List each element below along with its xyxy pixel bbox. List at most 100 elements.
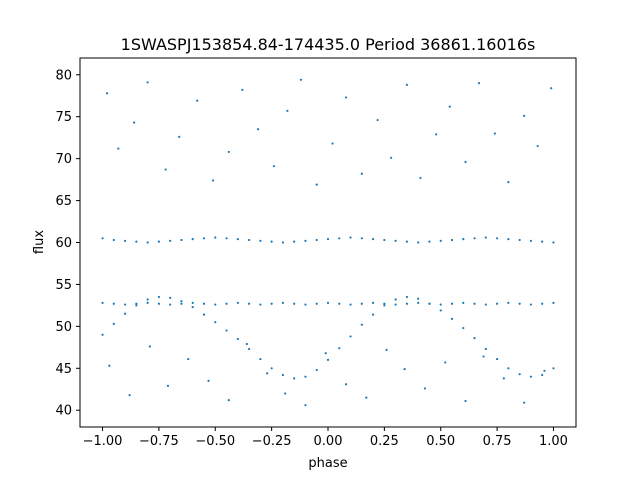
data-point [360, 172, 363, 175]
data-point [338, 237, 341, 240]
x-tick-label: 1.00 [539, 434, 568, 449]
data-point [166, 384, 170, 388]
data-point [286, 109, 289, 112]
data-point [293, 302, 296, 305]
x-tick-label: −0.25 [252, 434, 292, 449]
data-point [227, 399, 230, 402]
data-point [473, 302, 476, 305]
data-point [214, 321, 217, 324]
x-axis-ticks: −1.00 −0.75 −0.50 −0.25 0.00 0.25 0.50 0.75 1.00 [83, 427, 568, 449]
data-point [101, 333, 104, 336]
x-tick-label: 0.00 [314, 434, 343, 449]
data-point [112, 302, 115, 305]
data-point [146, 298, 149, 301]
data-point [550, 87, 553, 90]
data-point [541, 302, 544, 305]
data-point [385, 348, 388, 351]
data-point [236, 301, 239, 304]
data-point [257, 128, 260, 131]
data-point [304, 303, 307, 306]
data-point [507, 181, 510, 184]
x-tick-label: 0.50 [426, 434, 455, 449]
data-point [241, 88, 244, 91]
data-point [259, 303, 262, 306]
data-point [281, 241, 285, 244]
data-point [439, 303, 442, 306]
data-point [462, 238, 465, 241]
data-point [225, 302, 228, 305]
data-point [123, 303, 127, 306]
data-point [326, 301, 330, 304]
plot-area-frame [79, 57, 577, 428]
data-point [324, 352, 327, 355]
data-point [473, 237, 476, 240]
data-point [236, 238, 239, 241]
data-point [146, 301, 149, 304]
data-point [326, 358, 330, 362]
data-point [464, 399, 467, 403]
data-point [349, 335, 352, 338]
data-point [123, 312, 127, 315]
data-point [360, 323, 363, 326]
data-point [135, 302, 138, 305]
data-point [146, 81, 149, 84]
data-point [272, 165, 275, 168]
data-point [371, 301, 375, 304]
data-points [101, 78, 555, 407]
data-point [284, 392, 287, 395]
data-point [473, 337, 476, 340]
data-point [331, 142, 334, 145]
data-point [394, 298, 397, 301]
data-point [214, 303, 217, 306]
data-point [417, 297, 420, 300]
data-point [428, 302, 431, 305]
data-point [247, 238, 251, 242]
data-point [435, 133, 438, 136]
data-point [247, 347, 251, 351]
data-point [495, 237, 499, 240]
data-point [266, 372, 269, 375]
data-point [101, 301, 104, 304]
x-tick-label: −0.75 [139, 434, 179, 449]
data-point [101, 237, 104, 240]
data-point [349, 303, 352, 306]
data-point [108, 364, 111, 367]
x-axis-label: phase [308, 456, 347, 471]
data-point [541, 240, 544, 243]
data-point [383, 238, 386, 242]
data-point [105, 92, 109, 95]
data-point [495, 357, 499, 361]
data-point [495, 302, 499, 305]
data-point [178, 135, 181, 138]
data-point [211, 179, 215, 182]
data-point [344, 96, 348, 99]
data-point [180, 302, 183, 305]
data-point [541, 373, 544, 377]
y-tick-label: 50 [55, 320, 72, 335]
data-point [135, 304, 138, 307]
data-point [236, 337, 239, 341]
data-point [169, 296, 172, 299]
data-point [543, 369, 546, 372]
data-point [405, 83, 409, 86]
data-point [405, 295, 409, 299]
data-point [281, 373, 285, 377]
data-point [315, 238, 318, 242]
data-point [146, 241, 149, 244]
data-point [259, 357, 262, 361]
data-point [225, 329, 228, 332]
data-point [448, 105, 451, 108]
data-point [187, 357, 190, 361]
data-point [502, 377, 505, 380]
y-tick-label: 70 [55, 152, 72, 167]
data-point [450, 238, 454, 242]
data-point [270, 367, 273, 370]
data-point [360, 302, 363, 305]
data-point [428, 240, 431, 243]
data-point [417, 241, 420, 244]
data-point [444, 361, 447, 364]
data-point [552, 241, 555, 244]
y-tick-label: 80 [55, 68, 72, 83]
